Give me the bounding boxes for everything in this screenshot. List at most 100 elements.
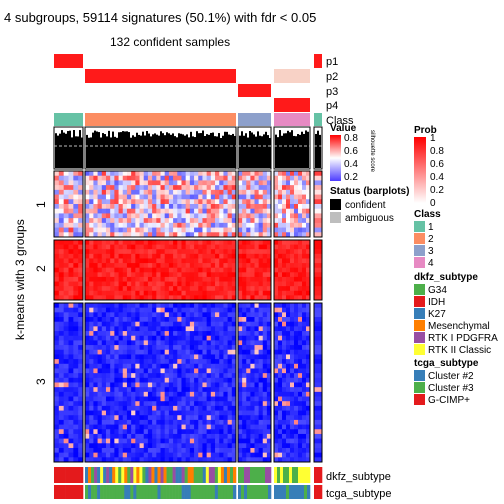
heatmap-cell [126, 317, 132, 323]
heatmap-cell [135, 240, 140, 246]
heatmap-cell [131, 457, 136, 463]
heatmap-cell [227, 443, 233, 449]
heatmap-cell [278, 382, 283, 388]
heatmap-cell [110, 312, 115, 318]
heatmap-cell [254, 331, 260, 337]
heatmap-cell [206, 286, 212, 292]
heatmap-cell [231, 443, 237, 449]
heatmap-cell [58, 303, 65, 309]
heatmap-cell [231, 218, 237, 224]
heatmap-cell [135, 267, 140, 273]
heatmap-cell [97, 199, 103, 205]
heatmap-cell [114, 363, 119, 369]
heatmap-cell [302, 447, 307, 454]
heatmap-cell [262, 429, 268, 435]
heatmap-cell [282, 185, 287, 191]
heatmap-cell [262, 401, 268, 407]
heatmap-cell [219, 213, 224, 219]
heatmap-cell [210, 307, 216, 313]
heatmap-cell [131, 405, 136, 411]
heatmap-cell [110, 253, 115, 259]
silhouette-bar [67, 131, 69, 168]
heatmap-cell [258, 377, 264, 383]
heatmap-cell [294, 429, 299, 435]
heatmap-cell [238, 433, 243, 440]
heatmap-cell [227, 227, 233, 233]
heatmap-cell [231, 410, 237, 416]
heatmap-cell [219, 180, 224, 186]
heatmap-cell [242, 312, 247, 318]
heatmap-cell [73, 415, 79, 421]
heatmap-cell [242, 331, 247, 337]
heatmap-cell [250, 359, 255, 365]
heatmap-cell [286, 387, 291, 393]
heatmap-cell [93, 180, 98, 186]
heatmap-cell [152, 359, 157, 365]
heatmap-cell [223, 391, 229, 397]
heatmap-cell [181, 253, 187, 259]
heatmap-cell [63, 286, 69, 292]
heatmap-cell [219, 218, 224, 224]
heatmap-cell [206, 401, 212, 407]
heatmap-cell [194, 424, 199, 430]
heatmap-cell [160, 295, 166, 301]
heatmap-cell [78, 429, 84, 435]
heatmap-cell [306, 295, 311, 301]
heatmap-cell [302, 317, 307, 323]
heatmap-cell [290, 354, 295, 360]
heatmap-cell [278, 272, 283, 278]
heatmap-cell [118, 253, 124, 259]
heatmap-cell [105, 433, 111, 440]
class-legend-swatch [414, 257, 425, 268]
heatmap-cell [286, 249, 291, 255]
heatmap-cell [118, 244, 124, 250]
heatmap-cell [126, 429, 132, 435]
heatmap-cell [114, 452, 119, 458]
heatmap-block-border [84, 239, 237, 301]
heatmap-cell [266, 232, 272, 238]
heatmap-cell [189, 213, 195, 219]
heatmap-cell [63, 438, 69, 444]
heatmap-cell [147, 213, 153, 219]
heatmap-cell [114, 377, 119, 383]
status-legend-label: confident [345, 200, 386, 211]
heatmap-cell [147, 194, 153, 200]
heatmap-cell [215, 349, 220, 355]
heatmap-cell [254, 222, 260, 228]
heatmap-cell [114, 457, 119, 463]
heatmap-cell [278, 415, 283, 421]
heatmap-cell [223, 175, 229, 181]
heatmap-cell [194, 382, 199, 388]
heatmap-cell [118, 204, 124, 210]
heatmap-cell [266, 199, 272, 205]
heatmap-cell [58, 354, 65, 360]
heatmap-cell [135, 387, 140, 393]
heatmap-cell [160, 240, 166, 246]
heatmap-cell [202, 312, 208, 318]
heatmap-cell [147, 391, 153, 397]
heatmap-cell [306, 331, 311, 337]
heatmap-cell [210, 326, 216, 332]
heatmap-cell [227, 276, 233, 282]
heatmap-cell [227, 340, 233, 346]
heatmap-cell [173, 249, 178, 255]
heatmap-cell [152, 213, 157, 219]
heatmap-cell [210, 240, 216, 246]
tcga-track-cell [77, 485, 81, 499]
heatmap-cell [147, 295, 153, 301]
heatmap-cell [202, 410, 208, 416]
heatmap-cell [210, 354, 216, 360]
heatmap-cell [274, 240, 279, 246]
heatmap-cell [114, 240, 119, 246]
heatmap-cell [97, 326, 103, 332]
heatmap-cell [131, 335, 136, 341]
heatmap-cell [202, 317, 208, 323]
heatmap-cell [278, 295, 283, 301]
heatmap-cell [152, 222, 157, 228]
heatmap-cell [63, 377, 69, 383]
heatmap-cell [194, 281, 199, 287]
heatmap-cell [294, 227, 299, 233]
heatmap-cell [219, 290, 224, 296]
heatmap-cell [298, 354, 303, 360]
heatmap-cell [101, 307, 107, 313]
